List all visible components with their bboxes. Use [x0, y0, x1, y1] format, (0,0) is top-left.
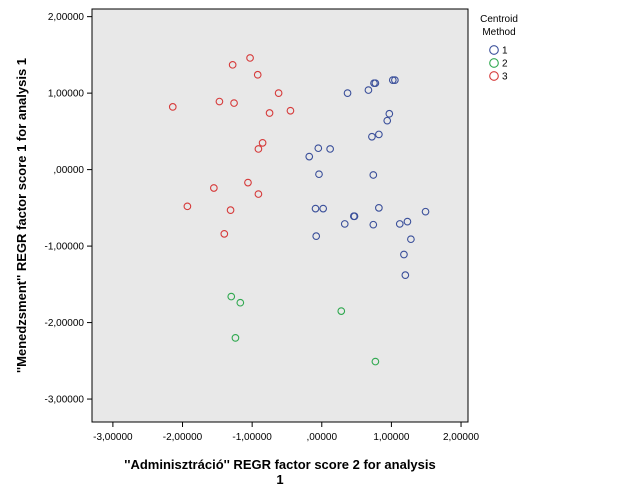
legend-title-line-1: Centroid [480, 14, 518, 25]
scatter-point-series-1 [407, 235, 415, 244]
scatter-point-series-2 [337, 307, 346, 315]
scatter-point-series-3 [258, 138, 267, 147]
data-points [168, 54, 430, 366]
scatter-point-series-1 [369, 220, 378, 229]
scatter-point-series-1 [375, 130, 383, 139]
scatter-point-series-3 [286, 106, 295, 115]
scatter-point-series-2 [227, 292, 236, 301]
scatter-point-series-3 [168, 103, 177, 111]
scatter-point-series-3 [215, 97, 224, 106]
scatter-point-series-2 [231, 334, 240, 342]
x-axis-title-line-1: ''Adminisztráció'' REGR factor score 2 f… [124, 457, 435, 472]
scatter-point-series-1 [319, 204, 328, 213]
legend-marker-3 [489, 71, 499, 81]
scatter-point-series-1 [340, 220, 349, 228]
scatter-point-series-3 [265, 109, 274, 117]
scatter-point-series-1 [326, 145, 334, 153]
scatter-point-series-3 [230, 99, 238, 107]
scatter-point-series-3 [253, 70, 262, 79]
x-tick-label: -1,00000 [232, 432, 272, 443]
scatter-point-series-3 [254, 145, 263, 153]
scatter-point-series-3 [274, 89, 283, 97]
legend-title-line-2: Method [482, 27, 515, 38]
scatter-point-series-2 [371, 357, 380, 366]
scatter-point-series-1 [369, 171, 378, 179]
x-tick-label: ,00000 [306, 432, 337, 443]
scatter-point-series-1 [391, 76, 399, 84]
y-tick-label: -1,00000 [45, 242, 85, 253]
y-tick-label: 1,00000 [48, 89, 85, 100]
scatter-point-series-1 [395, 220, 404, 228]
scatter-point-series-1 [350, 212, 359, 221]
x-tick-label: 1,00000 [373, 432, 410, 443]
y-axis-title: ''Menedzsment'' REGR factor score 1 for … [14, 58, 29, 373]
scatter-point-series-1 [401, 271, 410, 280]
scatter-point-series-1 [312, 232, 321, 240]
legend-label-3: 3 [502, 72, 508, 83]
scatter-point-series-2 [236, 298, 245, 307]
scatter-point-series-3 [228, 60, 237, 69]
scatter-point-series-1 [315, 170, 323, 179]
scatter-point-series-1 [343, 89, 352, 97]
legend-marker-1 [489, 45, 499, 55]
legend-marker-2 [489, 58, 499, 68]
scatter-point-series-1 [314, 144, 323, 153]
y-tick-label: 2,00000 [48, 12, 85, 23]
x-tick-label: -2,00000 [163, 432, 203, 443]
scatter-point-series-3 [183, 202, 192, 211]
x-axis-title-line-2: 1 [276, 472, 283, 486]
scatter-point-series-3 [254, 190, 263, 198]
scatter-point-series-1 [305, 152, 314, 161]
x-axis: -3,00000 -2,00000 -1,00000 ,00000 1,00000 2,0… [93, 422, 480, 443]
scatter-point-series-1 [375, 204, 383, 212]
scatter-point-series-1 [400, 250, 408, 259]
scatter-point-series-1 [370, 79, 378, 88]
y-tick-label: -2,00000 [45, 318, 85, 329]
scatter-point-series-1 [421, 207, 430, 216]
scatter-point-series-1 [383, 116, 392, 125]
scatter-point-series-3 [226, 206, 235, 214]
scatter-point-series-1 [368, 132, 376, 141]
scatter-point-series-3 [220, 230, 229, 238]
y-axis: 2,00000 1,00000 ,00000 -1,00000 -2,00000 -3,0… [45, 12, 92, 406]
scatter-point-series-3 [244, 178, 252, 187]
scatter-point-series-3 [246, 54, 254, 62]
x-tick-label: -3,00000 [93, 432, 133, 443]
scatter-point-series-3 [210, 184, 218, 192]
legend-label-2: 2 [502, 59, 508, 70]
scatter-point-series-1 [403, 217, 412, 226]
scatter-point-series-1 [388, 76, 397, 84]
legend: Centroid Method 1 2 3 [480, 14, 518, 83]
y-tick-label: ,00000 [53, 165, 84, 176]
scatter-point-series-1 [385, 109, 394, 118]
plot-area [91, 8, 469, 423]
legend-label-1: 1 [502, 46, 508, 57]
scatter-point-series-1 [364, 86, 373, 94]
x-tick-label: 2,00000 [443, 432, 480, 443]
scatter-point-series-1 [311, 204, 320, 213]
y-tick-label: -3,00000 [45, 395, 85, 406]
